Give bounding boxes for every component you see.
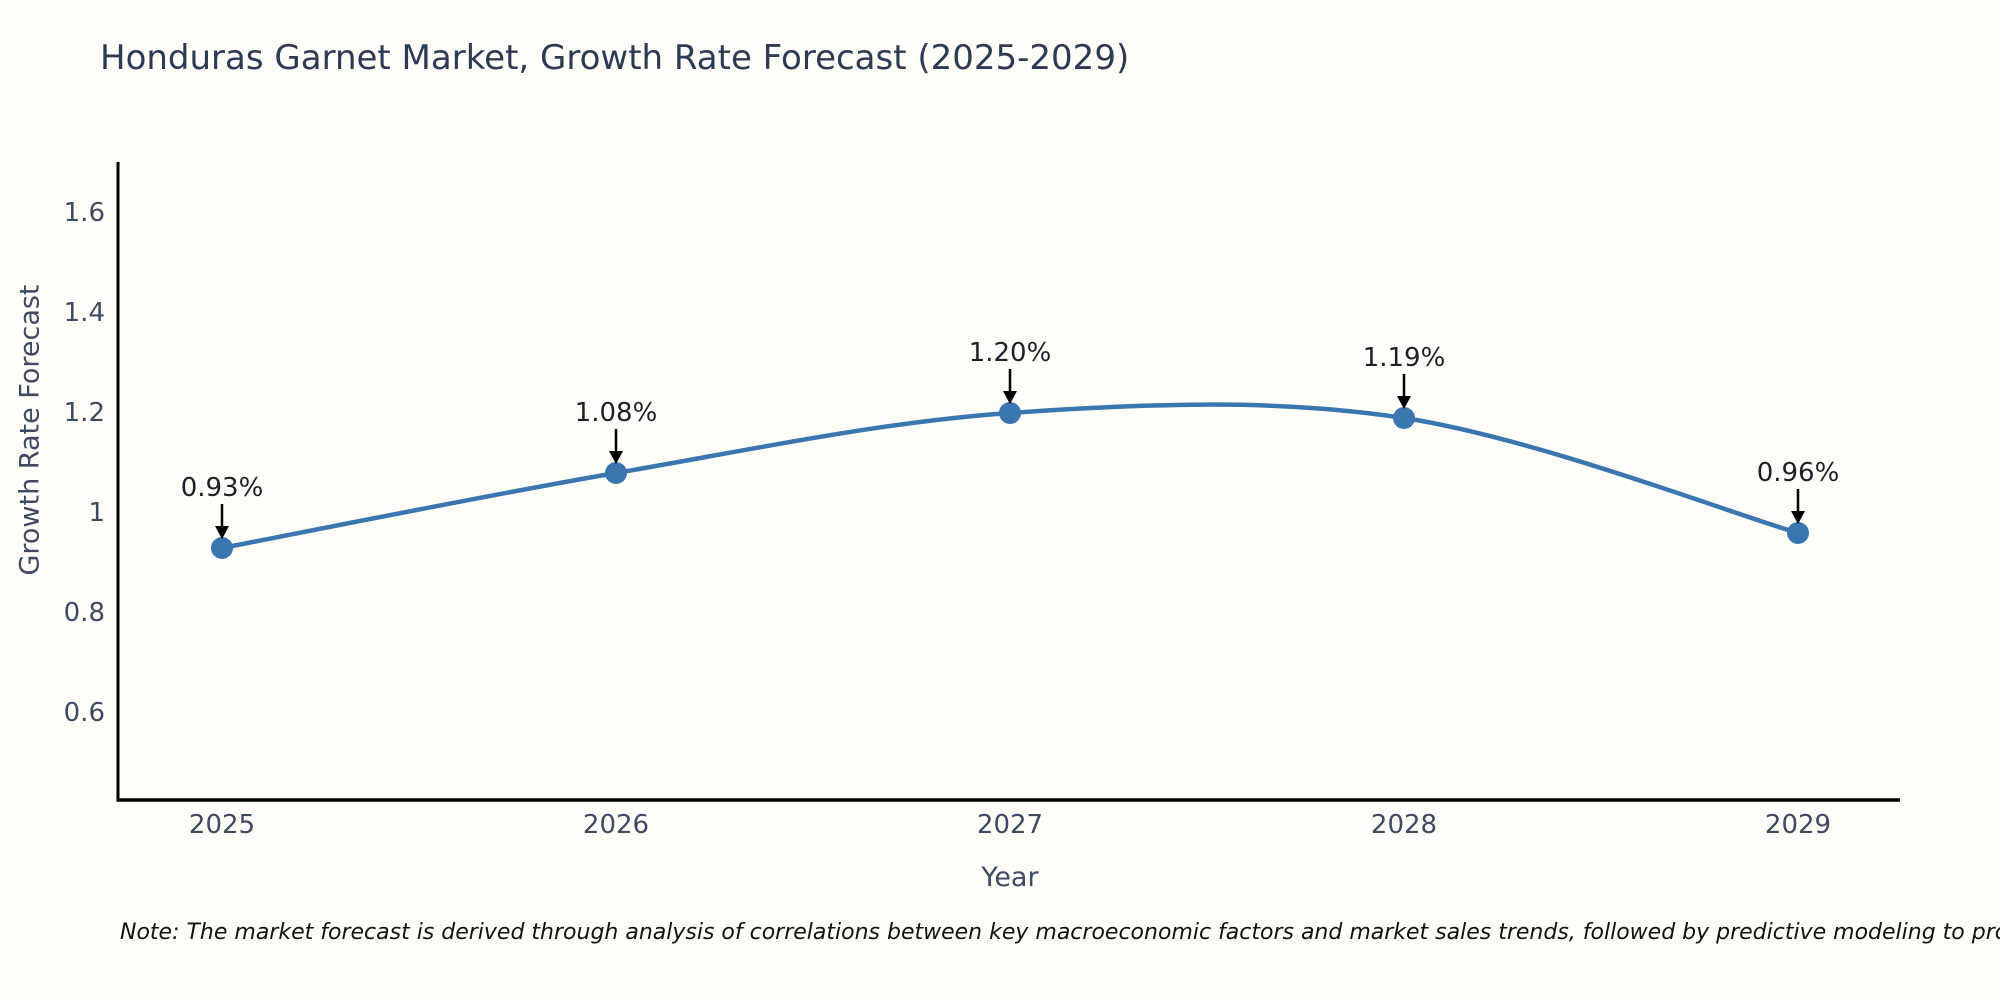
y-tick-label: 1.6 <box>63 198 105 228</box>
point-annotation: 1.19% <box>1362 343 1446 373</box>
annotation-arrow-head <box>1397 396 1411 409</box>
annotation-arrow-head <box>1003 391 1017 404</box>
data-point-marker <box>211 537 233 559</box>
x-tick-label: 2027 <box>976 810 1044 840</box>
series-line <box>219 402 1801 551</box>
x-tick-label: 2025 <box>188 810 256 840</box>
annotation-arrow-head <box>609 451 623 464</box>
x-tick-label: 2026 <box>582 810 650 840</box>
y-tick-label: 1 <box>88 498 105 528</box>
x-tick-label: 2029 <box>1764 810 1832 840</box>
data-point-marker <box>1787 522 1809 544</box>
y-tick-label: 0.8 <box>63 598 105 628</box>
data-point-marker <box>605 462 627 484</box>
data-point-marker <box>999 402 1021 424</box>
point-annotation: 0.93% <box>180 473 264 503</box>
y-tick-label: 1.2 <box>63 398 105 428</box>
chart-title: Honduras Garnet Market, Growth Rate Fore… <box>100 38 1130 78</box>
data-point-marker <box>1393 407 1415 429</box>
annotation-arrow-head <box>1791 511 1805 524</box>
point-annotation: 1.20% <box>968 338 1052 368</box>
x-axis-title: Year <box>981 862 1039 893</box>
annotation-arrow-head <box>215 526 229 539</box>
y-tick-label: 1.4 <box>63 298 105 328</box>
y-tick-label: 0.6 <box>63 698 105 728</box>
footnote: Note: The market forecast is derived thr… <box>120 920 2000 945</box>
x-tick-label: 2028 <box>1370 810 1438 840</box>
point-annotation: 1.08% <box>574 398 658 428</box>
point-annotation: 0.96% <box>1756 458 1840 488</box>
